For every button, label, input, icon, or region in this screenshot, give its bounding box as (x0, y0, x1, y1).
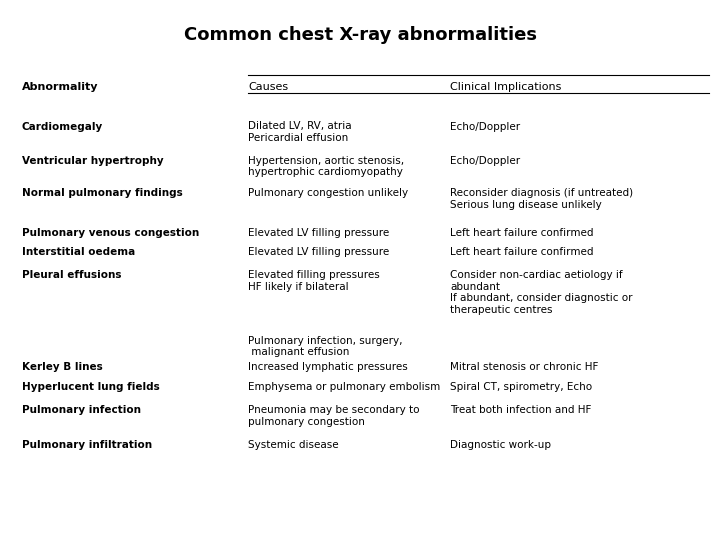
Text: Interstitial oedema: Interstitial oedema (22, 247, 135, 258)
Text: Left heart failure confirmed: Left heart failure confirmed (450, 228, 593, 238)
Text: Consider non-cardiac aetiology if
abundant
If abundant, consider diagnostic or
t: Consider non-cardiac aetiology if abunda… (450, 270, 632, 315)
Text: Causes: Causes (248, 83, 289, 92)
Text: Pulmonary congestion unlikely: Pulmonary congestion unlikely (248, 188, 408, 198)
Text: Dilated LV, RV, atria
Pericardial effusion: Dilated LV, RV, atria Pericardial effusi… (248, 122, 352, 143)
Text: Pulmonary infection: Pulmonary infection (22, 405, 140, 415)
Text: Normal pulmonary findings: Normal pulmonary findings (22, 188, 182, 198)
Text: Emphysema or pulmonary embolism: Emphysema or pulmonary embolism (248, 382, 441, 392)
Text: Echo/Doppler: Echo/Doppler (450, 156, 520, 166)
Text: Elevated LV filling pressure: Elevated LV filling pressure (248, 228, 390, 238)
Text: Pneumonia may be secondary to
pulmonary congestion: Pneumonia may be secondary to pulmonary … (248, 405, 420, 427)
Text: Clinical Implications: Clinical Implications (450, 83, 562, 92)
Text: Spiral CT, spirometry, Echo: Spiral CT, spirometry, Echo (450, 382, 592, 392)
Text: Mitral stenosis or chronic HF: Mitral stenosis or chronic HF (450, 362, 598, 372)
Text: Pulmonary infiltration: Pulmonary infiltration (22, 440, 152, 450)
Text: Elevated filling pressures
HF likely if bilateral: Elevated filling pressures HF likely if … (248, 270, 380, 292)
Text: Hypertension, aortic stenosis,
hypertrophic cardiomyopathy: Hypertension, aortic stenosis, hypertrop… (248, 156, 405, 177)
Text: Kerley B lines: Kerley B lines (22, 362, 102, 372)
Text: Elevated LV filling pressure: Elevated LV filling pressure (248, 247, 390, 258)
Text: Ventricular hypertrophy: Ventricular hypertrophy (22, 156, 163, 166)
Text: Systemic disease: Systemic disease (248, 440, 339, 450)
Text: Diagnostic work-up: Diagnostic work-up (450, 440, 551, 450)
Text: Increased lymphatic pressures: Increased lymphatic pressures (248, 362, 408, 372)
Text: Treat both infection and HF: Treat both infection and HF (450, 405, 591, 415)
Text: Hyperlucent lung fields: Hyperlucent lung fields (22, 382, 159, 392)
Text: Common chest X-ray abnormalities: Common chest X-ray abnormalities (184, 26, 536, 44)
Text: Abnormality: Abnormality (22, 83, 98, 92)
Text: Pulmonary venous congestion: Pulmonary venous congestion (22, 228, 199, 238)
Text: Echo/Doppler: Echo/Doppler (450, 122, 520, 132)
Text: Pulmonary infection, surgery,
 malignant effusion: Pulmonary infection, surgery, malignant … (248, 336, 403, 357)
Text: Reconsider diagnosis (if untreated)
Serious lung disease unlikely: Reconsider diagnosis (if untreated) Seri… (450, 188, 633, 210)
Text: Left heart failure confirmed: Left heart failure confirmed (450, 247, 593, 258)
Text: Pleural effusions: Pleural effusions (22, 270, 121, 280)
Text: Cardiomegaly: Cardiomegaly (22, 122, 103, 132)
